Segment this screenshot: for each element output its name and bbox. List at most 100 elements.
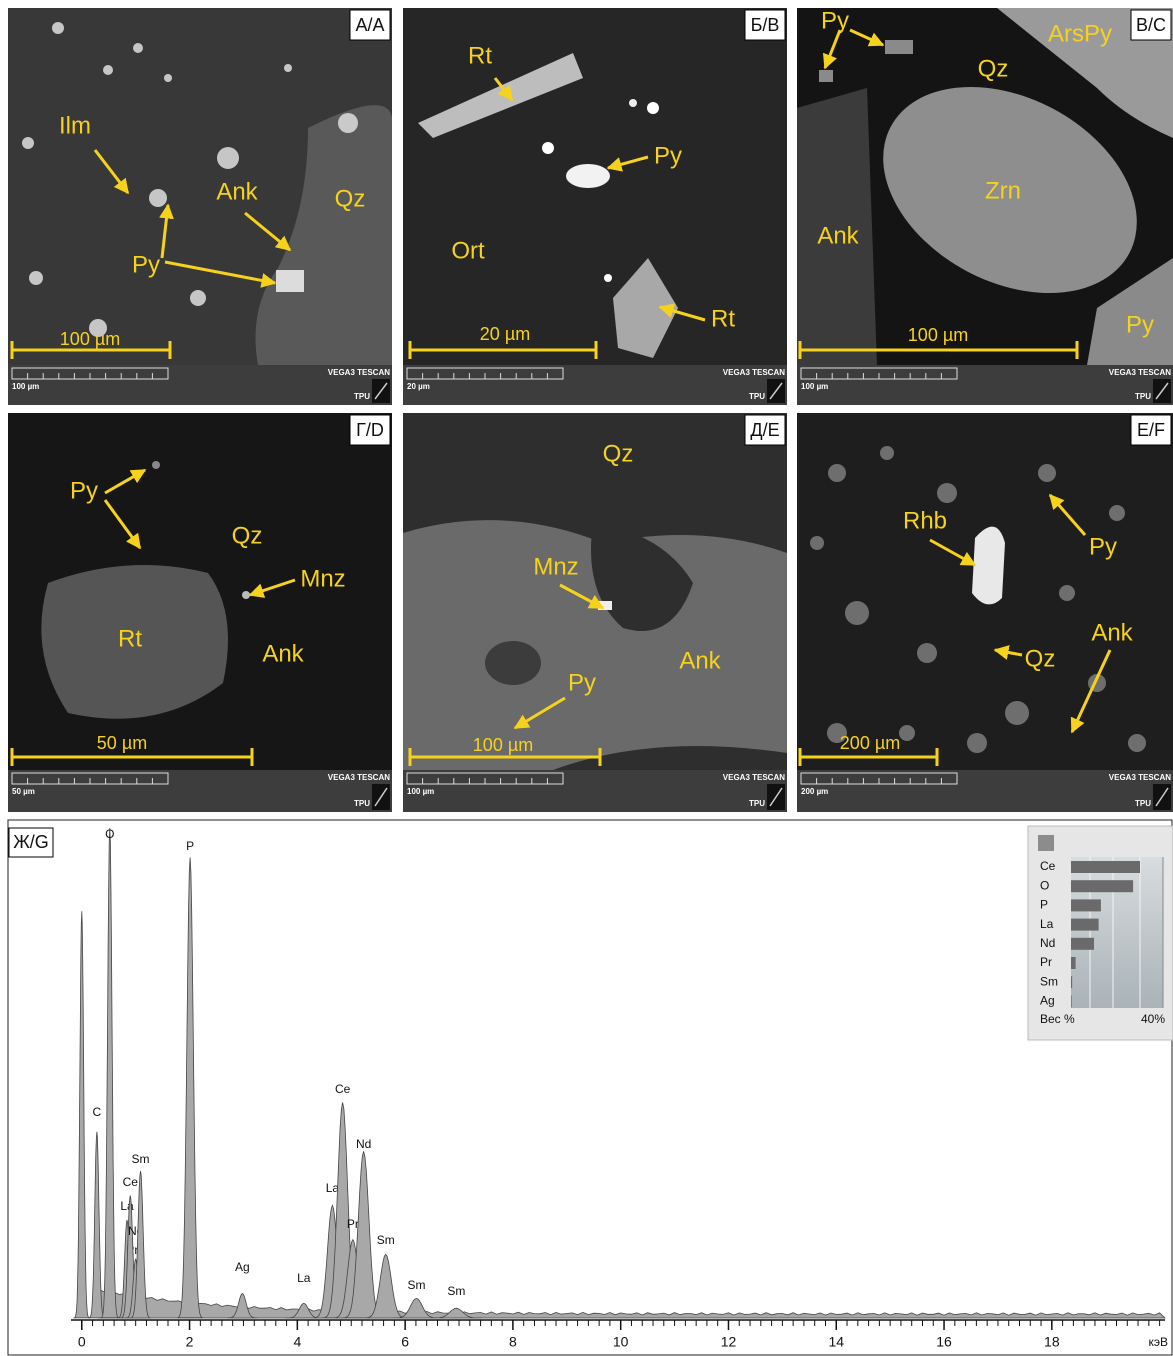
strip-scale: 100 µm — [12, 382, 39, 391]
grain — [29, 271, 43, 285]
grain — [284, 64, 292, 72]
grain — [1059, 585, 1075, 601]
mineral-label: Rt — [118, 625, 142, 652]
x-tick-label: 14 — [828, 1334, 844, 1350]
mineral-label: Ank — [216, 178, 258, 205]
grain — [485, 641, 541, 685]
peak-label: Sm — [407, 1278, 425, 1292]
instrument: VEGA3 TESCAN — [1109, 773, 1171, 782]
grain — [133, 43, 143, 53]
grain — [164, 74, 172, 82]
peak-label: Nd — [356, 1137, 371, 1151]
panel-label: Г/D — [356, 420, 384, 440]
grain — [242, 591, 250, 599]
mineral-label: Ank — [679, 647, 721, 674]
mineral-label: ArsPy — [1048, 20, 1112, 47]
mineral-label: Py — [568, 669, 596, 696]
peak-label: O — [105, 827, 114, 841]
x-tick-label: 8 — [509, 1334, 517, 1350]
panel-label: Е/F — [1137, 420, 1165, 440]
mineral-label: Qz — [978, 55, 1009, 82]
inset-category: Ce — [1040, 859, 1056, 873]
inset-tick-label: 40% — [1141, 1012, 1165, 1026]
scale-label: 100 µm — [473, 735, 533, 755]
mineral-label: Py — [654, 142, 682, 169]
grain — [937, 483, 957, 503]
org: TPU — [354, 799, 370, 808]
grain — [1038, 464, 1056, 482]
panel-label: Б/B — [751, 15, 780, 35]
x-axis-label: кэВ — [1148, 1335, 1168, 1349]
grain — [899, 725, 915, 741]
inset-plot — [1071, 857, 1163, 1008]
x-tick-label: 18 — [1044, 1334, 1060, 1350]
scale-label: 100 µm — [908, 325, 968, 345]
grain — [1005, 701, 1029, 725]
mineral-label: Mnz — [533, 553, 578, 580]
mineral-label: Qz — [335, 185, 366, 212]
strip-scale: 100 µm — [801, 382, 828, 391]
grain — [190, 290, 206, 306]
peak-label: Sm — [132, 1152, 150, 1166]
inset-bar — [1071, 880, 1133, 892]
scale-label: 20 µm — [480, 324, 530, 344]
inset-bar — [1071, 976, 1072, 988]
inset-category: O — [1040, 878, 1049, 892]
mineral-label: Ank — [262, 640, 304, 667]
x-tick-label: 0 — [78, 1334, 86, 1350]
mineral-label: Qz — [1025, 645, 1056, 672]
strip-scale: 20 µm — [407, 382, 430, 391]
peak-label: C — [93, 1105, 102, 1119]
inset-bar — [1071, 861, 1140, 873]
grain — [810, 536, 824, 550]
peak-label: La — [120, 1199, 134, 1213]
grain — [1109, 505, 1125, 521]
mineral-label: Qz — [232, 522, 263, 549]
grain — [152, 461, 160, 469]
x-tick-label: 12 — [721, 1334, 737, 1350]
org: TPU — [749, 799, 765, 808]
instrument: VEGA3 TESCAN — [1109, 368, 1171, 377]
sem-panel: Г/DPyQzMnzRtAnk50 µm50 µmVEGA3 TESCANTPU — [8, 413, 392, 812]
org: TPU — [749, 392, 765, 401]
strip-scale: 100 µm — [407, 787, 434, 796]
x-tick-label: 16 — [936, 1334, 952, 1350]
peak-label: La — [297, 1271, 311, 1285]
peak-label: Sm — [447, 1284, 465, 1298]
mineral-label: Rhb — [903, 507, 947, 534]
grain — [880, 446, 894, 460]
org: TPU — [1135, 392, 1151, 401]
org: TPU — [1135, 799, 1151, 808]
inset-bar — [1071, 899, 1101, 911]
scale-label: 200 µm — [840, 733, 900, 753]
mineral-label: Ank — [1091, 619, 1133, 646]
grain — [647, 102, 659, 114]
inset-icon — [1038, 835, 1054, 851]
grain — [885, 40, 913, 54]
mineral-label: Ilm — [59, 112, 91, 139]
peak-label: P — [186, 839, 194, 853]
strip-scale: 50 µm — [12, 787, 35, 796]
strip-scale: 200 µm — [801, 787, 828, 796]
grain — [972, 527, 1005, 605]
grain — [604, 274, 612, 282]
grain — [917, 643, 937, 663]
grain — [149, 189, 167, 207]
mineral-label: Qz — [603, 440, 634, 467]
grain — [52, 22, 64, 34]
x-tick-label: 2 — [186, 1334, 194, 1350]
mineral-label: Py — [132, 251, 160, 278]
mineral-label: Py — [1126, 311, 1154, 338]
grain — [338, 113, 358, 133]
panel-label: В/C — [1136, 15, 1166, 35]
grain — [828, 464, 846, 482]
inset-category: Pr — [1040, 955, 1052, 969]
grain — [1128, 734, 1146, 752]
instrument: VEGA3 TESCAN — [328, 368, 390, 377]
mineral-label: Rt — [468, 42, 492, 69]
grain — [819, 70, 833, 82]
